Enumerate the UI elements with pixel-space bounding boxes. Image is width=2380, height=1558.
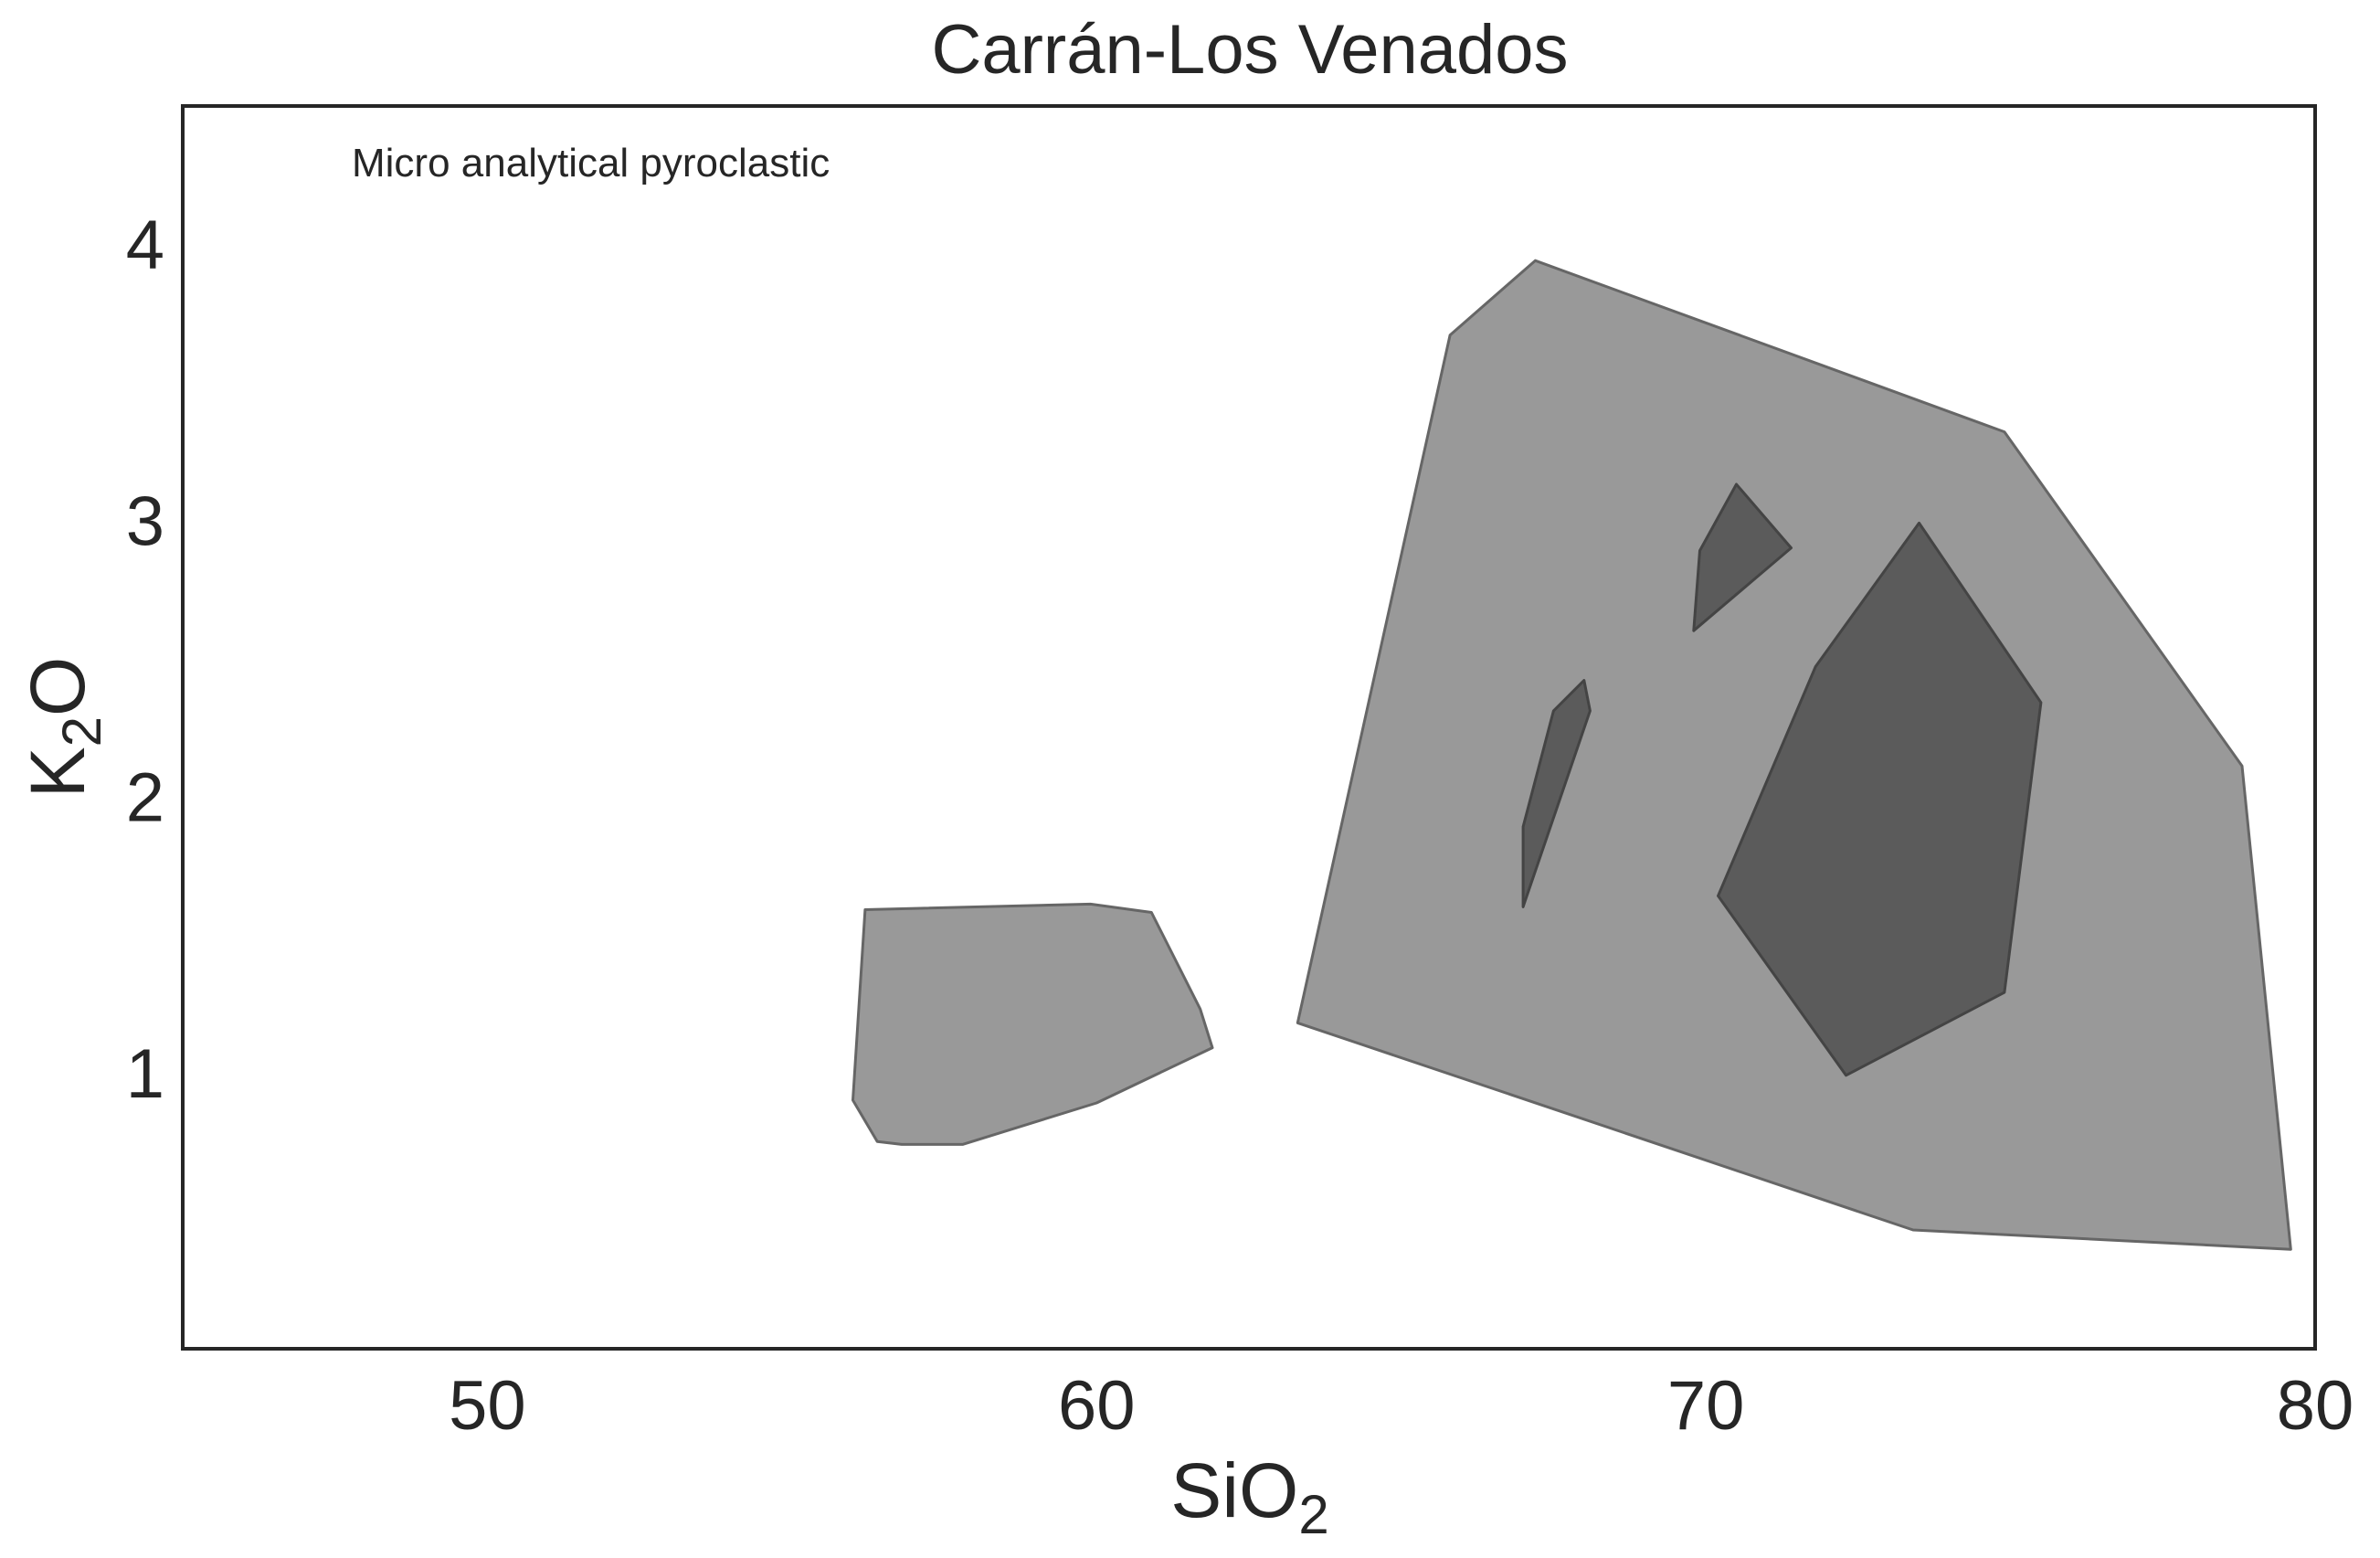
x-tick-label-70: 70 xyxy=(1667,1367,1745,1445)
y-tick-label-1: 1 xyxy=(126,1035,164,1113)
y-axis-label-tail: O xyxy=(15,657,100,716)
y-tick-label-4: 4 xyxy=(126,207,164,284)
y-axis-label-base: K xyxy=(15,747,100,798)
x-axis-label-base: SiO xyxy=(1170,1447,1298,1533)
x-tick-labels: 50 60 70 80 xyxy=(449,1367,2354,1445)
x-tick-label-50: 50 xyxy=(449,1367,526,1445)
x-axis-label: SiO2 xyxy=(1170,1447,1328,1545)
contour-region-inner-4 xyxy=(1521,679,1592,908)
y-tick-labels: 1 2 3 4 xyxy=(126,207,164,1113)
chart-title: Carrán-Los Venados xyxy=(931,11,1568,89)
plot-frame xyxy=(181,104,2317,1351)
contour-regions xyxy=(852,259,2292,1251)
x-tick-label-60: 60 xyxy=(1058,1367,1136,1445)
contour-region-inner-3 xyxy=(1692,482,1793,632)
x-axis-label-subscript: 2 xyxy=(1298,1484,1328,1545)
y-axis-label: K2O xyxy=(15,657,112,799)
y-tick-label-2: 2 xyxy=(126,759,164,837)
contour-region-inner-5 xyxy=(1717,521,2043,1077)
y-tick-label-3: 3 xyxy=(126,482,164,560)
annotation-label: Micro analytical pyroclastic xyxy=(352,141,830,185)
contour-region-outer-1 xyxy=(852,902,1214,1146)
x-tick-label-80: 80 xyxy=(2277,1367,2354,1445)
y-axis-label-subscript: 2 xyxy=(51,716,112,747)
